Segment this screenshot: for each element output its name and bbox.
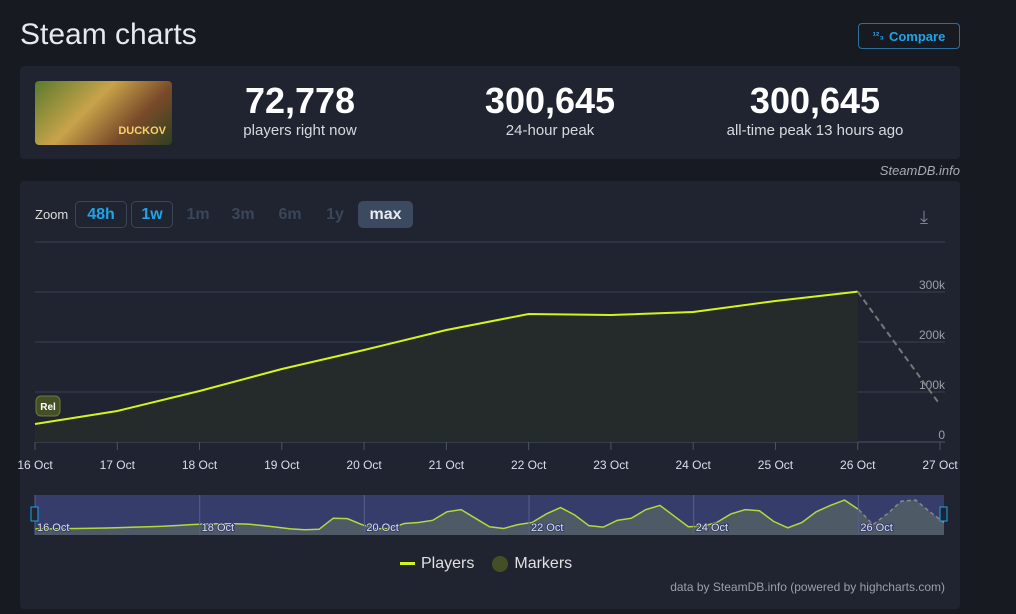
x-tick-label: 25 Oct xyxy=(758,458,794,472)
release-marker-label: Rel xyxy=(40,402,56,413)
stat-label: players right now xyxy=(243,122,357,139)
y-tick-label: 0 xyxy=(938,428,945,442)
navigator-label: 16 Oct xyxy=(37,522,69,534)
x-tick-label: 19 Oct xyxy=(264,458,300,472)
x-tick-label: 27 Oct xyxy=(922,458,958,472)
legend-markers[interactable]: Markers xyxy=(492,555,572,573)
stat-alltime-peak: 300,645 all-time peak 13 hours ago xyxy=(710,80,920,139)
navigator-label: 26 Oct xyxy=(860,522,892,534)
stat-24h-peak: 300,645 24-hour peak xyxy=(460,80,640,139)
zoom-1y-button[interactable]: 1y xyxy=(326,205,344,223)
stat-value: 72,778 xyxy=(244,80,356,121)
stat-label: all-time peak 13 hours ago xyxy=(726,122,904,139)
highcharts-credit[interactable]: data by SteamDB.info (powered by highcha… xyxy=(670,580,945,594)
steamdb-credit[interactable]: SteamDB.info xyxy=(879,163,960,178)
stat-value: 300,645 xyxy=(749,80,881,121)
zoom-1m-button[interactable]: 1m xyxy=(186,205,210,223)
stat-value: 300,645 xyxy=(484,80,616,121)
compare-button[interactable]: ¹²₃ Compare xyxy=(858,23,960,49)
stat-current: 72,778 players right now xyxy=(220,80,380,139)
x-tick-label: 22 Oct xyxy=(511,458,547,472)
x-tick-label: 18 Oct xyxy=(182,458,218,472)
legend-players[interactable]: Players xyxy=(400,555,474,573)
navigator-line-projected xyxy=(858,499,945,526)
zoom-1w-button[interactable]: 1w xyxy=(131,201,173,228)
release-marker xyxy=(35,395,61,417)
x-tick-label: 24 Oct xyxy=(676,458,712,472)
zoom-48h-button[interactable]: 48h xyxy=(75,201,127,228)
x-tick-label: 23 Oct xyxy=(593,458,629,472)
stat-label: 24-hour peak xyxy=(505,122,595,139)
x-tick-label: 16 Oct xyxy=(17,458,53,472)
y-tick-label: 100k xyxy=(919,378,946,392)
line-swatch-icon xyxy=(400,562,415,566)
zoom-3m-button[interactable]: 3m xyxy=(231,205,255,223)
x-tick-label: 26 Oct xyxy=(840,458,876,472)
circle-swatch-icon xyxy=(492,555,509,572)
x-tick-label: 20 Oct xyxy=(346,458,382,472)
zoom-6m-button[interactable]: 6m xyxy=(278,205,302,223)
sort-numbers-icon: ¹²₃ xyxy=(872,30,884,42)
series-area xyxy=(35,291,858,442)
compare-label: Compare xyxy=(888,28,946,44)
navigator-label: 22 Oct xyxy=(531,522,563,534)
navigator-label: 20 Oct xyxy=(366,522,398,534)
x-tick-label: 21 Oct xyxy=(429,458,465,472)
navigator-label: 18 Oct xyxy=(202,522,234,534)
y-tick-label: 300k xyxy=(919,278,946,292)
players-line xyxy=(34,290,858,425)
thumbnail-logo: DUCKOV xyxy=(118,125,166,137)
x-tick-label: 17 Oct xyxy=(100,458,136,472)
download-icon[interactable]: ⤓ xyxy=(920,207,928,227)
stats-panel: DUCKOV 72,778 players right now 300,645 24… xyxy=(20,66,960,159)
y-tick-label: 200k xyxy=(919,328,946,342)
navigator-line xyxy=(35,499,860,531)
navigator-area xyxy=(35,500,944,535)
navigator-label: 24 Oct xyxy=(696,522,728,534)
navigator-handle[interactable] xyxy=(939,506,948,522)
zoom-label: Zoom xyxy=(35,207,69,222)
players-line-projected xyxy=(856,291,939,403)
game-thumbnail[interactable]: DUCKOV xyxy=(35,81,172,145)
navigator-handle[interactable] xyxy=(30,506,39,522)
chart-legend: Players Markers xyxy=(400,555,572,573)
zoom-max-button[interactable]: max xyxy=(358,201,413,228)
legend-label: Markers xyxy=(514,555,573,572)
legend-label: Players xyxy=(421,555,475,572)
page-title: Steam charts xyxy=(20,18,197,51)
